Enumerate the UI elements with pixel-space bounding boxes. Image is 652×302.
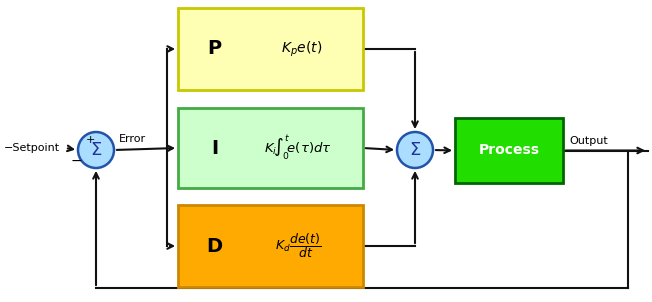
FancyBboxPatch shape — [178, 108, 363, 188]
FancyBboxPatch shape — [455, 118, 563, 183]
Circle shape — [397, 132, 433, 168]
Text: $\Sigma$: $\Sigma$ — [90, 141, 102, 159]
Text: Error: Error — [119, 134, 146, 144]
Text: $\mathbf{P}$: $\mathbf{P}$ — [207, 40, 223, 59]
Text: +: + — [86, 135, 95, 145]
Text: $\mathbf{I}$: $\mathbf{I}$ — [211, 139, 218, 158]
Text: $\mathbf{D}$: $\mathbf{D}$ — [207, 236, 224, 255]
FancyBboxPatch shape — [178, 8, 363, 90]
Text: Process: Process — [479, 143, 539, 158]
Text: $K_d\dfrac{de(t)}{dt}$: $K_d\dfrac{de(t)}{dt}$ — [275, 232, 321, 260]
Circle shape — [78, 132, 114, 168]
FancyBboxPatch shape — [178, 205, 363, 287]
Text: $K_p e(t)$: $K_p e(t)$ — [281, 39, 323, 59]
Text: $K_i\!\int_0^t\! e(\tau)d\tau$: $K_i\!\int_0^t\! e(\tau)d\tau$ — [265, 134, 332, 162]
Text: −Setpoint: −Setpoint — [4, 143, 60, 153]
Text: $\Sigma$: $\Sigma$ — [409, 141, 421, 159]
Text: Output: Output — [569, 137, 608, 146]
Text: −: − — [70, 154, 82, 168]
